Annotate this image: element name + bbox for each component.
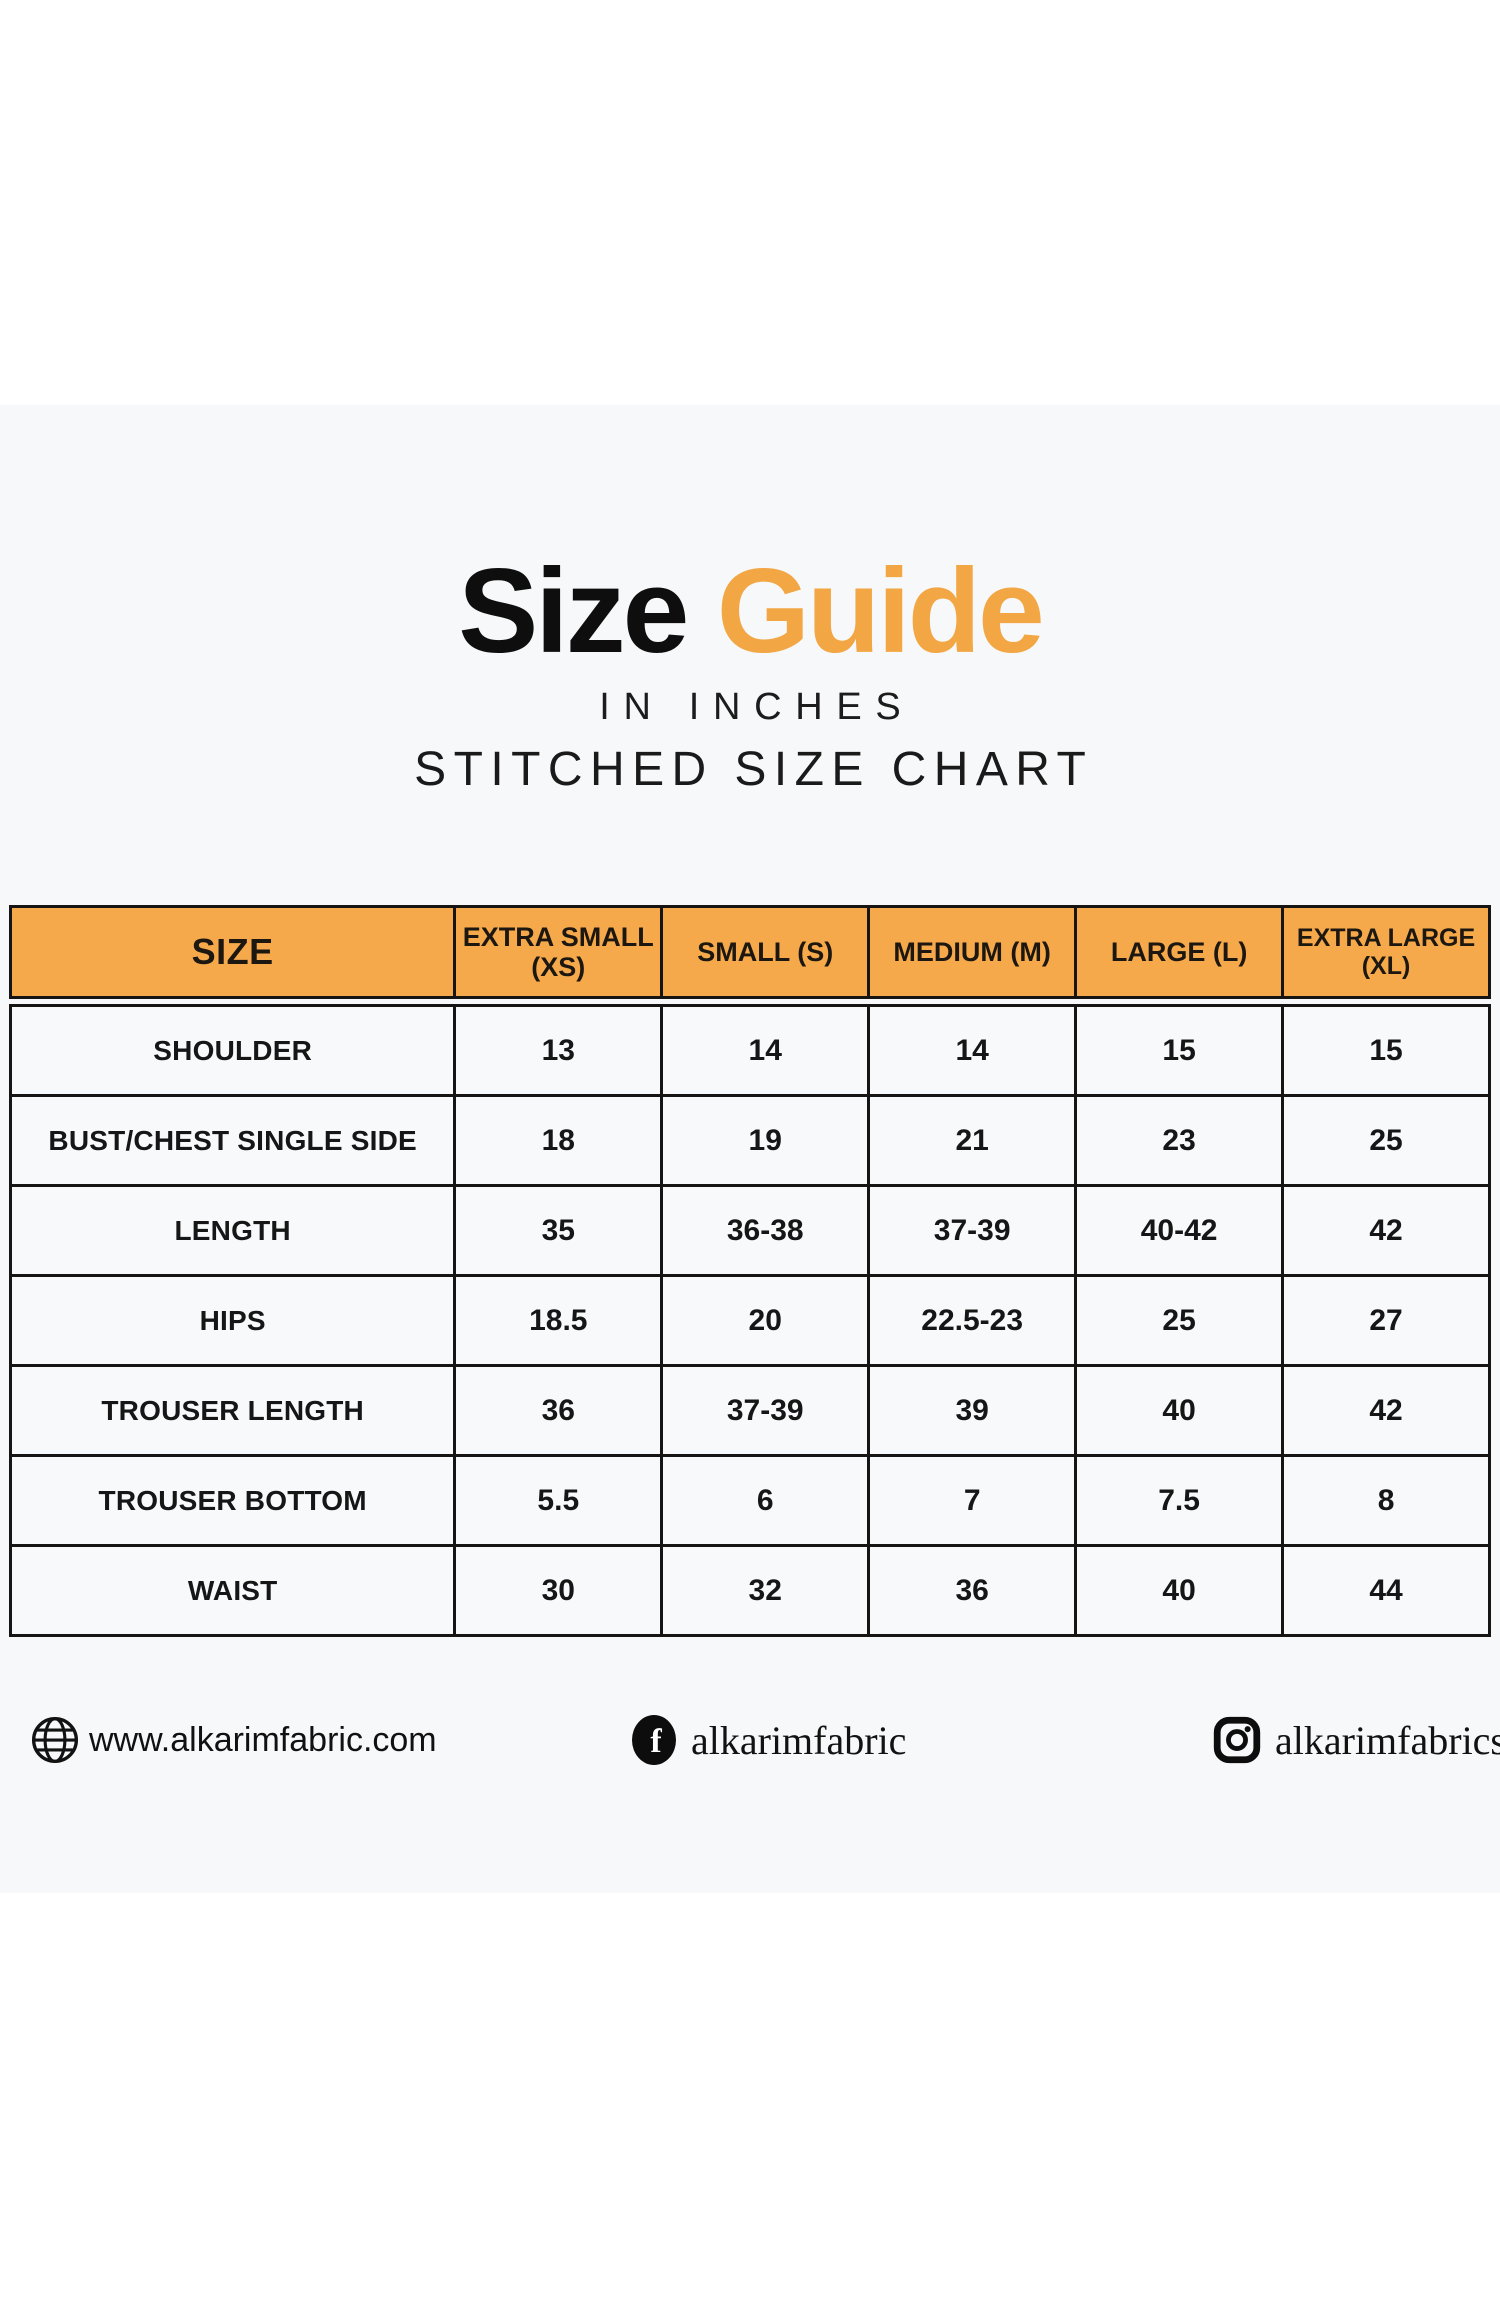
column-header-small: SMALL (S): [660, 908, 867, 996]
table-body: SHOULDER 13 14 14 15 15 BUST/CHEST SINGLE SIDE…: [9, 1004, 1491, 1637]
size-value-cell: 27: [1281, 1277, 1488, 1364]
column-header-size: SIZE: [191, 930, 274, 972]
table-header-row: SIZE EXTRA SMALL (XS) SMALL (S) MEDIUM (…: [9, 905, 1491, 999]
size-value-cell: 42: [1281, 1367, 1488, 1454]
size-value-cell: 18: [453, 1097, 660, 1184]
size-value-cell: 40: [1074, 1547, 1281, 1634]
size-value-cell: 37-39: [867, 1187, 1074, 1274]
size-value-cell: 25: [1074, 1277, 1281, 1364]
size-value-cell: 32: [660, 1547, 867, 1634]
size-value-cell: 13: [453, 1007, 660, 1094]
title-word-guide: Guide: [716, 544, 1045, 678]
svg-text:f: f: [650, 1723, 662, 1760]
size-value-cell: 5.5: [453, 1457, 660, 1544]
row-label: SHOULDER: [153, 1034, 313, 1066]
row-label: TROUSER LENGTH: [101, 1394, 364, 1426]
row-label: WAIST: [187, 1574, 278, 1606]
table-row: TROUSER BOTTOM 5.5 6 7 7.5 8: [12, 1454, 1488, 1544]
size-value-cell: 35: [453, 1187, 660, 1274]
row-label: BUST/CHEST SINGLE SIDE: [48, 1124, 417, 1156]
subtitle-in-inches: IN INCHES: [599, 686, 915, 728]
size-value-cell: 21: [867, 1097, 1074, 1184]
size-value-cell: 7.5: [1074, 1457, 1281, 1544]
title-word-size: Size: [458, 544, 689, 678]
globe-icon: [30, 1715, 80, 1765]
size-value-cell: 36: [453, 1367, 660, 1454]
size-value-cell: 25: [1281, 1097, 1488, 1184]
size-value-cell: 15: [1281, 1007, 1488, 1094]
row-label: HIPS: [199, 1304, 266, 1336]
size-value-cell: 36: [867, 1547, 1074, 1634]
row-label: TROUSER BOTTOM: [98, 1484, 367, 1516]
table-row: SHOULDER 13 14 14 15 15: [12, 1007, 1488, 1094]
page-title: Size Guide: [0, 548, 1500, 674]
size-value-cell: 15: [1074, 1007, 1281, 1094]
table-row: WAIST 30 32 36 40 44: [12, 1544, 1488, 1634]
row-label: LENGTH: [174, 1214, 291, 1246]
table-row: LENGTH 35 36-38 37-39 40-42 42: [12, 1184, 1488, 1274]
size-value-cell: 19: [660, 1097, 867, 1184]
size-chart-table: SIZE EXTRA SMALL (XS) SMALL (S) MEDIUM (…: [9, 905, 1491, 1637]
size-value-cell: 7: [867, 1457, 1074, 1544]
instagram-icon: [1212, 1715, 1262, 1765]
table-row: BUST/CHEST SINGLE SIDE 18 19 21 23 25: [12, 1094, 1488, 1184]
size-value-cell: 40-42: [1074, 1187, 1281, 1274]
column-header-extra-small: EXTRA SMALL (XS): [453, 908, 660, 996]
size-value-cell: 18.5: [453, 1277, 660, 1364]
size-value-cell: 37-39: [660, 1367, 867, 1454]
column-header-large: LARGE (L): [1074, 908, 1281, 996]
table-row: TROUSER LENGTH 36 37-39 39 40 42: [12, 1364, 1488, 1454]
size-value-cell: 20: [660, 1277, 867, 1364]
footer-facebook: f alkarimfabric: [630, 1712, 906, 1768]
instagram-handle: alkarimfabrics: [1275, 1717, 1500, 1763]
size-value-cell: 42: [1281, 1187, 1488, 1274]
size-value-cell: 22.5-23: [867, 1277, 1074, 1364]
footer-instagram: alkarimfabrics: [1212, 1712, 1500, 1768]
size-value-cell: 23: [1074, 1097, 1281, 1184]
website-url: www.alkarimfabric.com: [89, 1720, 437, 1759]
table-row: HIPS 18.5 20 22.5-23 25 27: [12, 1274, 1488, 1364]
column-header-medium: MEDIUM (M): [867, 908, 1074, 996]
facebook-icon: f: [630, 1714, 678, 1766]
size-value-cell: 39: [867, 1367, 1074, 1454]
size-value-cell: 40: [1074, 1367, 1281, 1454]
size-value-cell: 36-38: [660, 1187, 867, 1274]
size-value-cell: 14: [660, 1007, 867, 1094]
size-value-cell: 6: [660, 1457, 867, 1544]
footer-website: www.alkarimfabric.com: [30, 1712, 437, 1768]
column-header-extra-large: EXTRA LARGE (XL): [1281, 908, 1488, 996]
size-value-cell: 44: [1281, 1547, 1488, 1634]
facebook-handle: alkarimfabric: [691, 1717, 907, 1763]
subtitle-stitched-size-chart: STITCHED SIZE CHART: [414, 743, 1094, 796]
size-value-cell: 30: [453, 1547, 660, 1634]
size-value-cell: 14: [867, 1007, 1074, 1094]
size-value-cell: 8: [1281, 1457, 1488, 1544]
